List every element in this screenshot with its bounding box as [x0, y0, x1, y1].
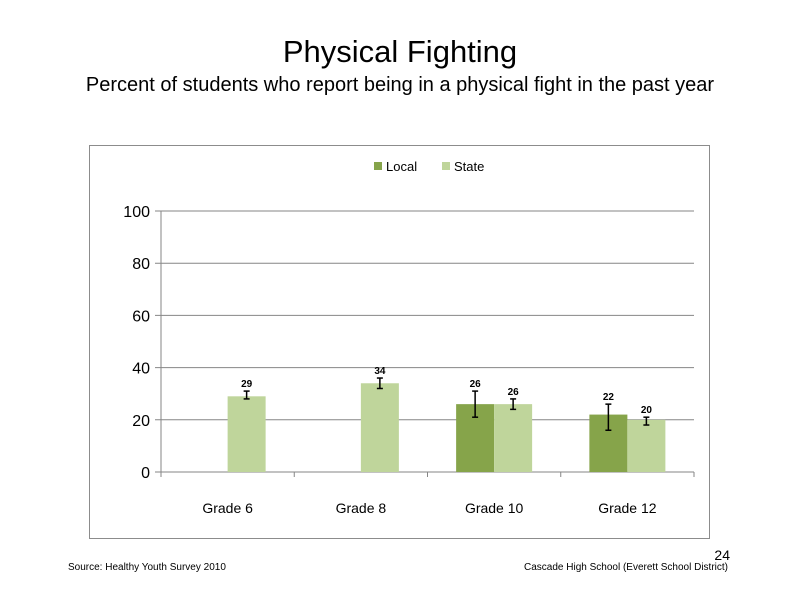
bar-state [494, 404, 533, 472]
data-label: 26 [470, 379, 482, 390]
slide-title: Physical Fighting [282, 34, 518, 69]
bar-state [227, 396, 266, 472]
x-tick-label: Grade 6 [202, 500, 253, 516]
bar-state [627, 419, 666, 472]
data-label: 22 [603, 392, 615, 403]
legend-label-local: Local [386, 159, 417, 174]
y-tick-label: 40 [132, 361, 150, 378]
chart-area: 0 20 40 60 80 100 Grade 6 Grade 8 Grade 10 Grade … [89, 145, 710, 539]
legend-swatch-local [374, 162, 382, 170]
x-tick-label: Grade 10 [465, 500, 524, 516]
y-tick-label: 100 [123, 204, 150, 221]
y-tick-label: 60 [132, 308, 150, 325]
source-note: Source: Healthy Youth Survey 2010 [68, 562, 226, 573]
y-tick-label: 0 [141, 465, 150, 482]
legend-swatch-state [442, 162, 450, 170]
slide-subtitle: Percent of students who report being in … [85, 74, 715, 96]
data-label: 29 [241, 379, 253, 390]
x-tick-label: Grade 8 [336, 500, 387, 516]
data-label: 26 [508, 387, 520, 398]
data-label: 20 [641, 405, 653, 416]
page-number: 24 [714, 547, 730, 563]
y-tick-label: 20 [132, 413, 150, 430]
bar-state [360, 383, 399, 472]
x-tick-label: Grade 12 [598, 500, 657, 516]
school-name: Cascade High School (Everett School Dist… [524, 562, 728, 573]
y-tick-label: 80 [132, 256, 150, 273]
data-label: 34 [374, 366, 386, 377]
bar-chart: 0 20 40 60 80 100 Grade 6 Grade 8 Grade 10 Grade … [123, 159, 695, 516]
legend-label-state: State [454, 159, 484, 174]
